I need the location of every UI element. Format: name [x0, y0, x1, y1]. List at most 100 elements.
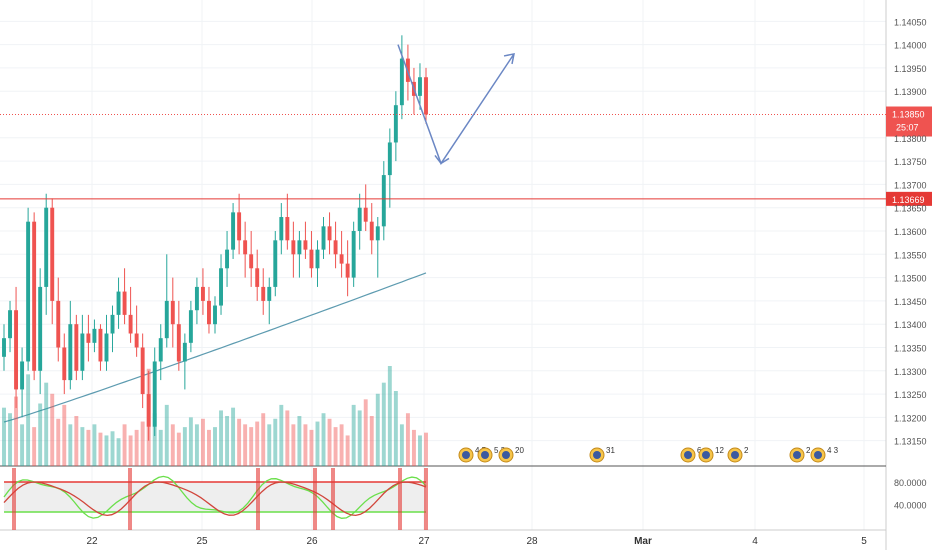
volume-bar [351, 404, 356, 466]
volume-bar [411, 429, 416, 466]
volume-bar [152, 413, 157, 466]
volume-bar [134, 429, 139, 466]
volume-bar [14, 396, 19, 466]
event-label: 31 [606, 446, 615, 455]
candle-body [231, 212, 236, 250]
candle [213, 296, 217, 334]
time-tick-label: 27 [418, 536, 430, 547]
volume-bar [393, 391, 398, 466]
candle-body [273, 240, 278, 287]
candle [68, 300, 73, 390]
candle-body [44, 207, 49, 287]
volume-bar [158, 429, 163, 466]
event-label: 2 [744, 446, 749, 455]
volume-bar [309, 429, 314, 466]
candle [44, 193, 49, 315]
candle [249, 231, 254, 287]
event-marker: 5 3 [477, 446, 506, 463]
candle [285, 193, 290, 250]
volume-bar [74, 416, 79, 466]
volume-bar [279, 404, 284, 466]
candle-body [279, 217, 284, 241]
candle [50, 198, 55, 325]
candle-body [188, 310, 193, 343]
candle [231, 203, 236, 259]
oscillator-d-line [3, 481, 427, 517]
candle [309, 231, 314, 278]
candle-body [225, 249, 230, 269]
candle-body [200, 286, 205, 301]
volume-bar [98, 432, 103, 466]
candle [56, 277, 61, 362]
volume-bar [38, 403, 43, 466]
candle [393, 91, 398, 162]
candle-body [170, 300, 175, 325]
candle [369, 203, 374, 255]
candle-body [68, 324, 73, 381]
volume-bar [62, 404, 67, 466]
candle-body [74, 324, 79, 371]
candle-body [363, 207, 368, 222]
candle [418, 63, 422, 110]
candle-body [32, 221, 37, 371]
event-flag-inner [502, 451, 510, 459]
volume-bar [44, 382, 49, 466]
price-tick-label: 1.13750 [894, 157, 927, 167]
price-tick-label: 1.13800 [894, 134, 927, 144]
candle-body [38, 286, 43, 371]
candle-body [122, 291, 127, 315]
candle [14, 286, 19, 409]
horizontal-line-label-bg [886, 191, 932, 206]
candles[interactable] [2, 35, 428, 441]
oscillator-band [4, 482, 426, 512]
candle [170, 277, 175, 348]
event-label: 2 [806, 446, 811, 455]
candle-body [50, 207, 55, 301]
volume-bar [140, 421, 145, 466]
last-price-label-bg [886, 106, 932, 137]
candle-body [315, 249, 320, 269]
candle-body [152, 361, 157, 427]
volume-bar [291, 424, 296, 466]
volume-bar [369, 416, 374, 466]
event-flag-inner [702, 451, 710, 459]
projection-drawing[interactable] [397, 44, 515, 166]
stochastic-oscillator [3, 468, 428, 530]
volume-bar [375, 393, 380, 466]
volume-bar [237, 418, 242, 466]
volume-bar [315, 421, 320, 466]
event-marker: 6 [680, 446, 702, 463]
volume-bar [399, 424, 404, 466]
candle [62, 333, 67, 395]
time-axis[interactable]: 22 25 26 27 28 Mar 4 5 [86, 536, 867, 547]
candle [225, 231, 230, 287]
volume-bar [207, 429, 211, 466]
volume-bar [381, 382, 386, 466]
moving-average-path [3, 272, 427, 423]
candle-body [393, 105, 398, 143]
volume-bar [56, 418, 61, 466]
candle [188, 300, 193, 353]
candle [243, 221, 248, 278]
support-line[interactable]: 1.13669 1.13850 25:07 [0, 106, 932, 206]
price-tick-label: 1.13650 [894, 204, 927, 214]
candle-body [164, 300, 169, 339]
candle [116, 277, 121, 329]
candle-body [86, 333, 91, 343]
event-flag-inner [462, 451, 470, 459]
volume-bar [200, 418, 205, 466]
candle [128, 286, 133, 343]
candle-body [207, 300, 211, 325]
price-axis[interactable]: 1.14050 1.14000 1.13950 1.13900 1.13800 1.137… [894, 17, 927, 510]
moving-average-line [3, 272, 427, 423]
candle [134, 305, 139, 357]
volume-bar [68, 424, 73, 466]
event-flag-inner [593, 451, 601, 459]
volume-bar [170, 424, 175, 466]
candle [2, 324, 6, 371]
volume-bar [188, 417, 193, 466]
candle [20, 347, 25, 418]
